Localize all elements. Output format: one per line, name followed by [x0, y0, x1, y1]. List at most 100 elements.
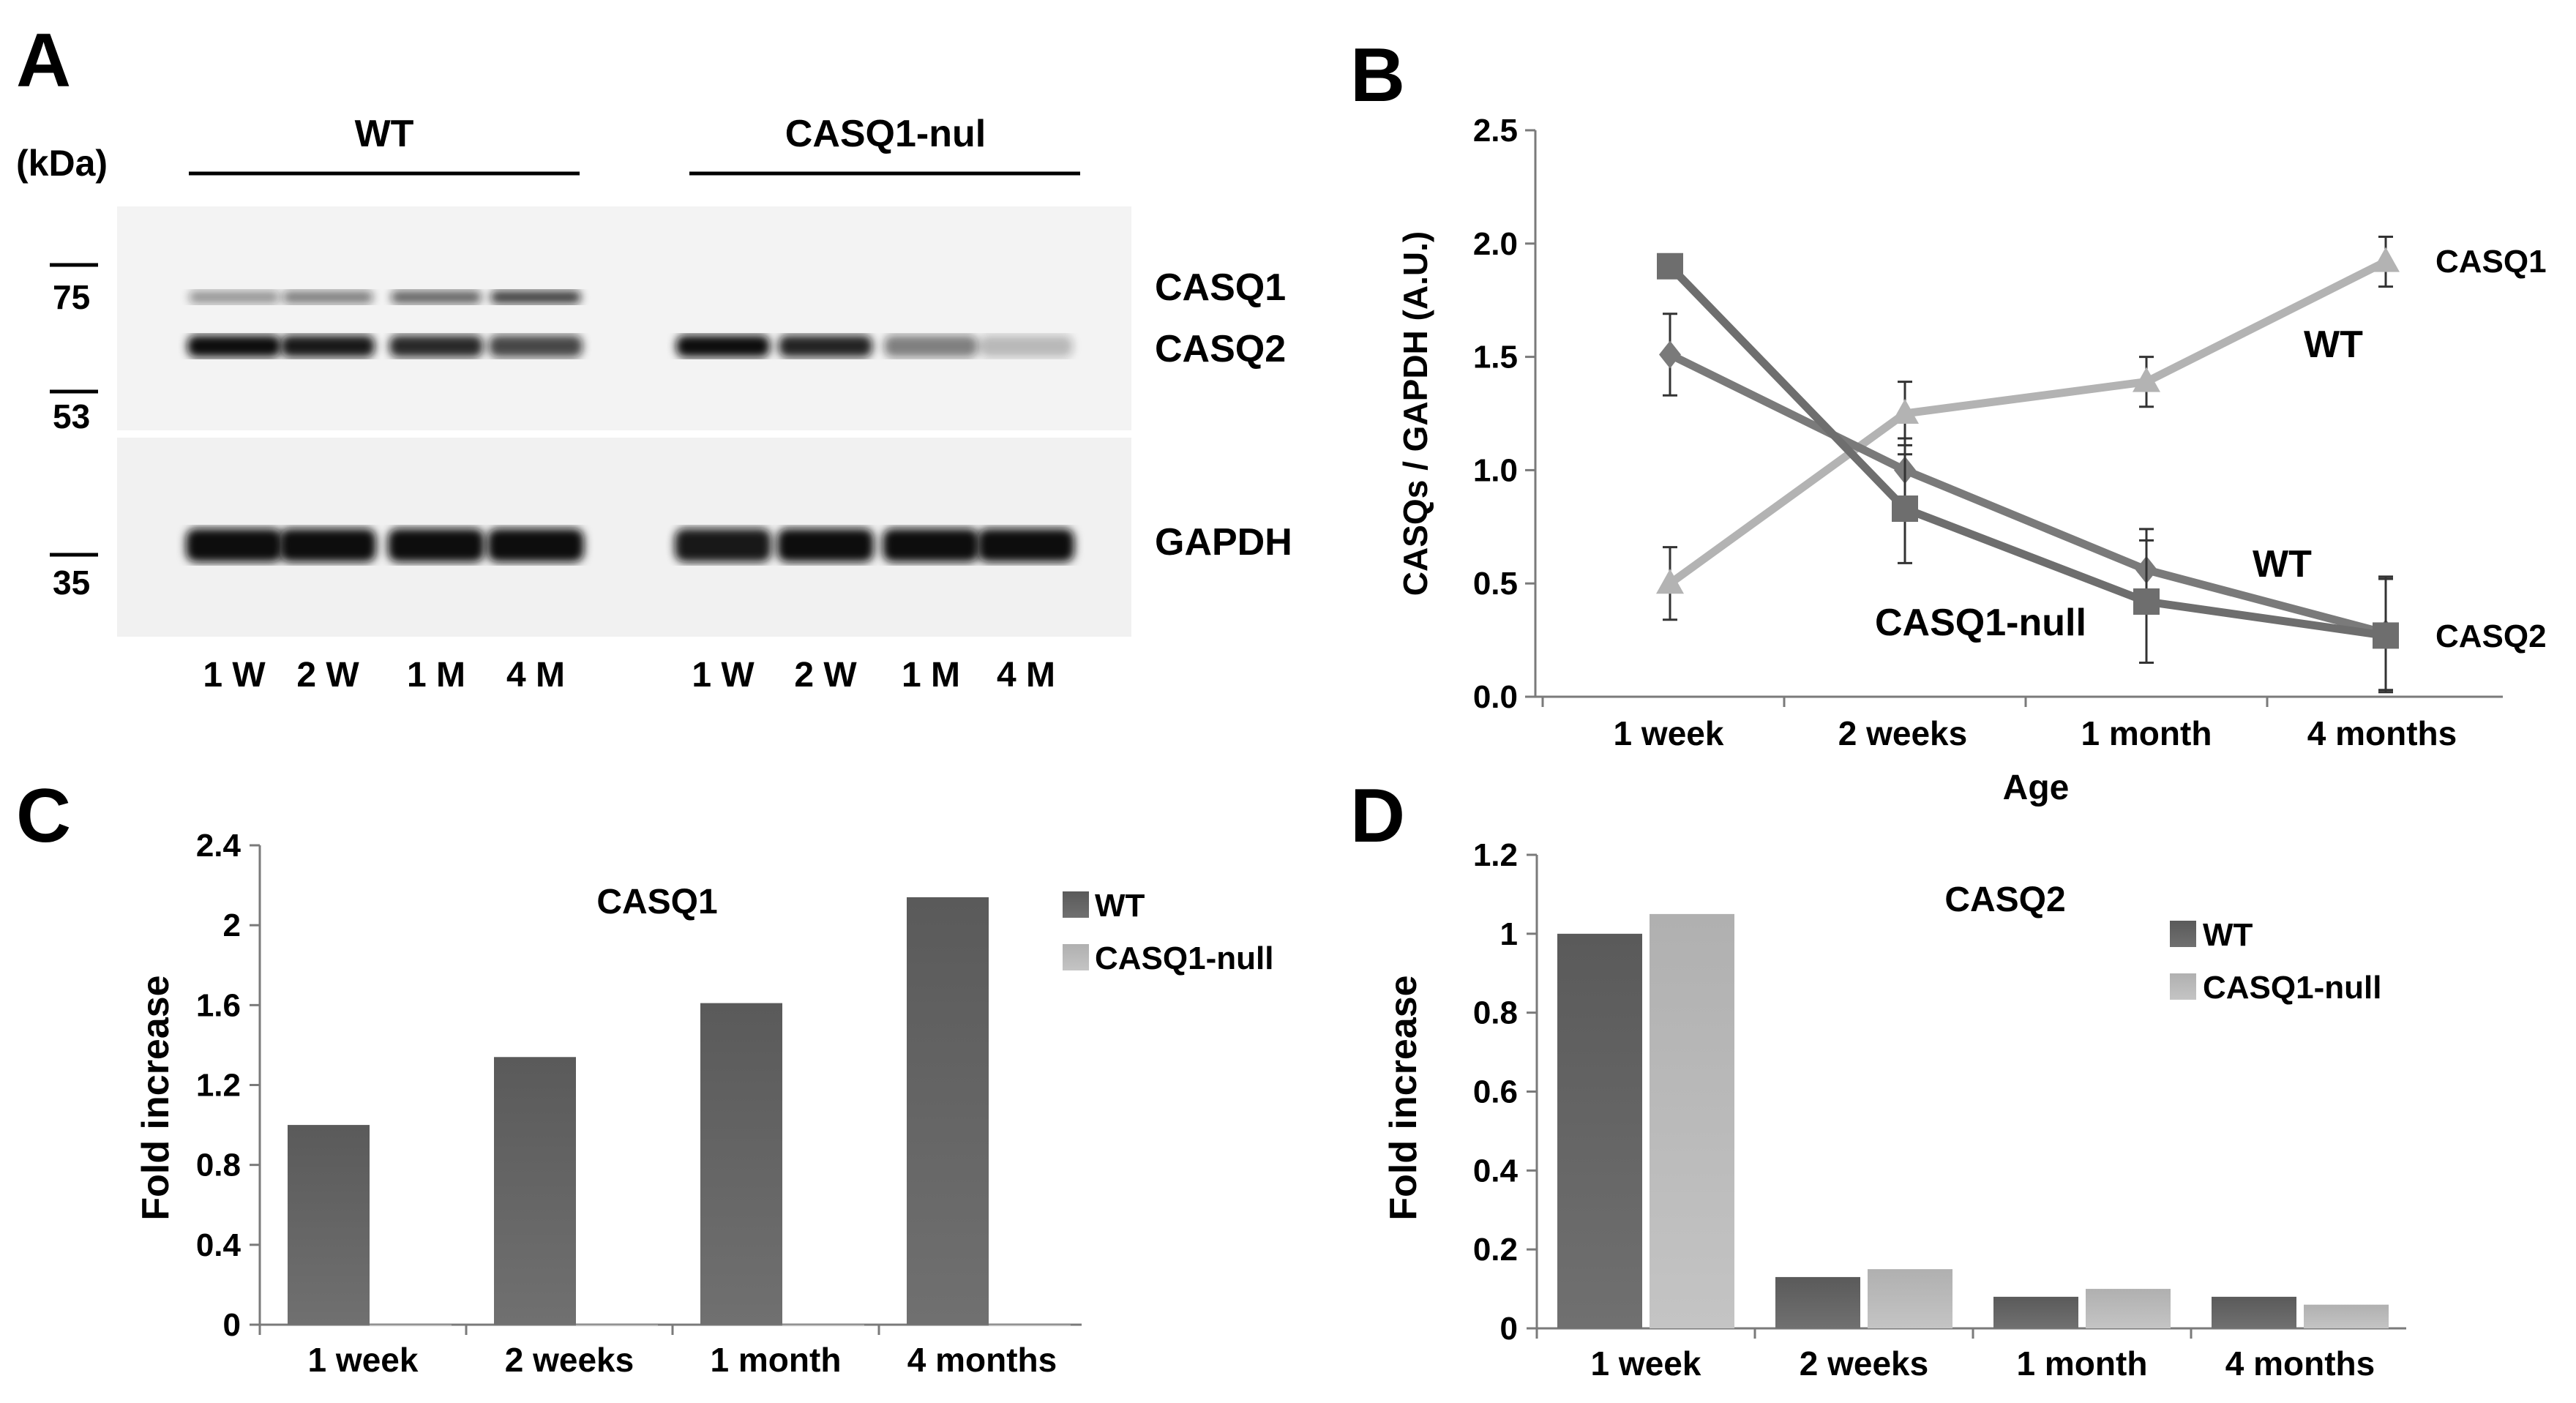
y-axis-label-d: Fold increase: [1382, 975, 1425, 1220]
y-tick-label: 0.2: [1473, 1232, 1518, 1268]
x-tick-label: 1 week: [1591, 1344, 1701, 1383]
lane-label: 2 W: [794, 656, 857, 695]
y-tick-label: 0: [223, 1307, 241, 1343]
bar: [1650, 913, 1734, 1328]
band-casq2: [779, 335, 872, 357]
y-ticks-c: 0 0.4 0.8 1.2 1.6 2 2.4: [196, 828, 260, 1343]
blot-bands: [186, 291, 1074, 562]
band-casq2: [281, 335, 375, 357]
band-gapdh: [675, 528, 771, 562]
y-tick-label: 0.6: [1473, 1074, 1518, 1110]
bar: [2304, 1304, 2389, 1328]
band-gapdh: [777, 528, 874, 562]
series-line: [1667, 263, 2386, 640]
legend-swatch-null-d: [2170, 973, 2196, 1000]
legend-label-null-d: CASQ1-null: [2203, 970, 2381, 1006]
band-casq2: [979, 335, 1073, 357]
y-tick-label: 2.4: [196, 828, 242, 864]
legend-label-wt-d: WT: [2203, 917, 2253, 953]
lane-label: 4 M: [506, 656, 565, 695]
band-gapdh: [487, 528, 584, 562]
y-axis-label-c: Fold increase: [135, 975, 177, 1220]
band-gapdh: [186, 528, 282, 562]
annotation-casq1: CASQ1: [2435, 244, 2547, 280]
lane-label: 2 W: [296, 656, 359, 695]
chart-title-d: CASQ2: [1944, 880, 2065, 919]
panel-b: B 0.0 0.5 1.0 1.5 2.0 2.5 1 week 2 weeks 1 mont…: [1350, 33, 2547, 807]
band-label-casq1: CASQ1: [1155, 266, 1286, 309]
x-tick-label: 2 weeks: [1800, 1344, 1928, 1383]
x-tick-label: 1 week: [308, 1341, 419, 1379]
bar: [2212, 1296, 2296, 1328]
y-tick-label: 1.2: [196, 1068, 241, 1104]
x-tick-label: 4 months: [2307, 714, 2457, 752]
group-label-casq1-null: CASQ1-nul: [785, 113, 986, 155]
data-point: [1659, 340, 1681, 369]
y-tick-label: 2.5: [1473, 113, 1518, 149]
annotation-wt-lower: WT: [2253, 543, 2312, 585]
band-gapdh: [978, 528, 1074, 562]
y-tick-label: 2.0: [1473, 226, 1518, 262]
bar: [989, 1325, 1071, 1326]
bar: [288, 1125, 370, 1325]
panel-a: A (kDa) WT CASQ1-nul 75 53 35 CASQ1 CASQ…: [16, 18, 1292, 695]
series-line: [1668, 351, 2387, 637]
band-casq2: [389, 335, 483, 357]
marker-75: 75: [53, 278, 90, 316]
group-label-wt: WT: [355, 113, 414, 155]
band-gapdh: [883, 528, 979, 562]
x-tick-label: 2 weeks: [505, 1341, 634, 1379]
panel-letter-d: D: [1350, 774, 1405, 858]
panel-d: D 0 0.2 0.4 0.6 0.8 1 1.2 1 week 2 weeks 1 month…: [1350, 774, 2406, 1383]
lane-label: 1 M: [407, 656, 465, 695]
x-categories-b: 1 week 2 weeks 1 month 4 months: [1541, 697, 2457, 752]
band-casq1: [490, 291, 581, 304]
panel-letter-c: C: [16, 774, 71, 858]
bar: [700, 1003, 782, 1325]
blot-membrane-upper: [117, 206, 1131, 430]
data-point: [1892, 495, 1918, 523]
data-point: [1657, 252, 1683, 280]
band-gapdh: [388, 528, 484, 562]
data-point: [2373, 622, 2399, 649]
bar: [1775, 1276, 1860, 1328]
data-point: [1891, 399, 1919, 424]
legend-swatch-wt-d: [2170, 921, 2196, 947]
y-tick-label: 1.6: [196, 987, 241, 1023]
x-tick-label: 1 month: [711, 1341, 842, 1379]
bars-d: [1557, 913, 2389, 1328]
annotation-wt-upper: WT: [2304, 323, 2363, 366]
band-label-gapdh: GAPDH: [1155, 521, 1292, 564]
band-label-casq2: CASQ2: [1155, 328, 1286, 370]
y-ticks-b: 0.0 0.5 1.0 1.5 2.0 2.5: [1473, 113, 1535, 715]
panel-c: C 0 0.4 0.8 1.2 1.6 2 2.4 1 week 2 weeks 1 month…: [16, 774, 1273, 1379]
series-group-b: [1656, 236, 2400, 694]
x-axis-label-b: Age: [2003, 768, 2070, 807]
x-categories-d: 1 week 2 weeks 1 month 4 months: [1535, 1328, 2375, 1383]
legend-label-null-c: CASQ1-null: [1095, 940, 1273, 976]
bar: [494, 1057, 576, 1325]
x-tick-label: 4 months: [907, 1341, 1057, 1379]
band-gapdh: [280, 528, 376, 562]
y-tick-label: 0.5: [1473, 566, 1518, 602]
band-casq1: [391, 291, 482, 304]
y-tick-label: 0.0: [1473, 679, 1518, 715]
bars-c: [288, 897, 1071, 1326]
panel-letter-b: B: [1350, 33, 1405, 118]
data-point: [2133, 367, 2160, 392]
marker-53: 53: [53, 397, 90, 435]
y-axis-label-b: CASQs / GAPDH (A.U.): [1396, 231, 1434, 596]
series-line: [1667, 258, 2388, 587]
bar: [907, 897, 989, 1325]
bar: [576, 1325, 658, 1326]
bar: [370, 1325, 452, 1326]
band-casq1: [189, 291, 280, 304]
y-tick-label: 1.0: [1473, 452, 1518, 488]
y-tick-label: 0.8: [1473, 995, 1518, 1031]
annotation-casq1-null: CASQ1-null: [1875, 602, 2086, 644]
bar: [782, 1325, 864, 1326]
annotation-casq2: CASQ2: [2435, 618, 2547, 654]
bar: [1993, 1296, 2078, 1328]
x-categories-c: 1 week 2 weeks 1 month 4 months: [258, 1325, 1057, 1379]
